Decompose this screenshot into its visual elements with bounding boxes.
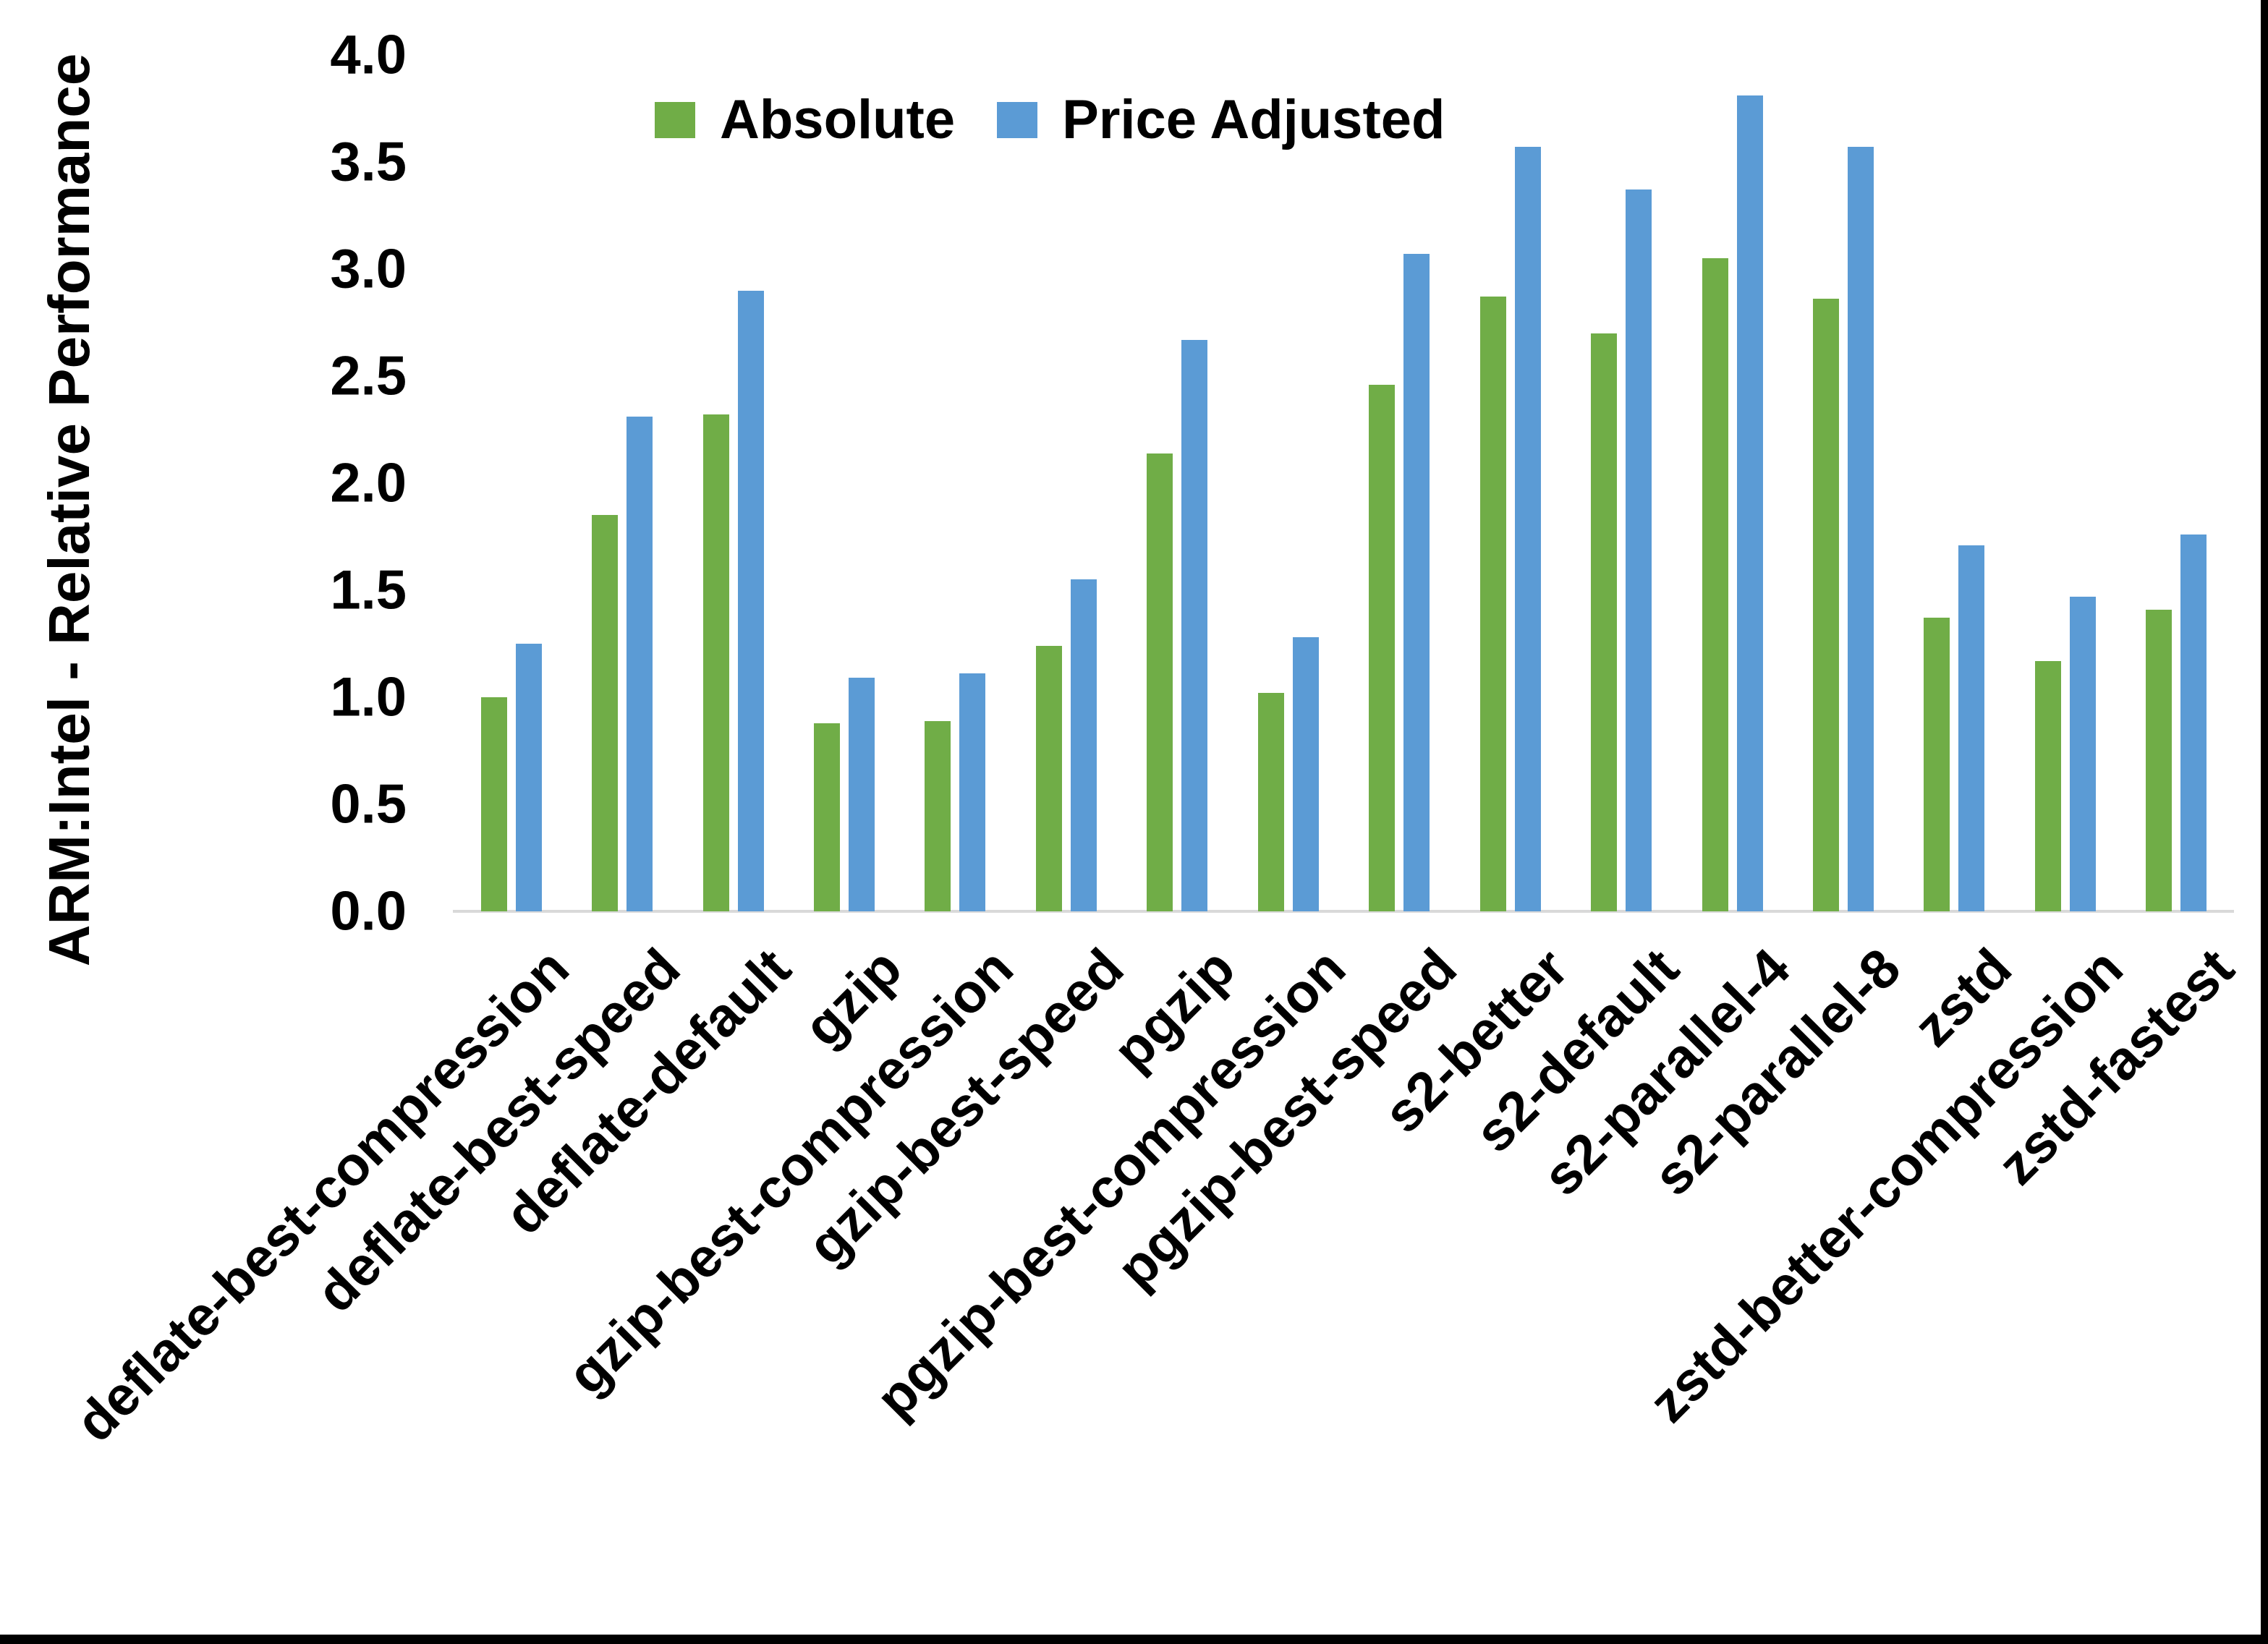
bar-price-adjusted-deflate-best-speed	[627, 417, 653, 911]
x-axis-line	[453, 910, 2234, 913]
y-tick-label-2.0: 2.0	[330, 452, 407, 514]
bar-absolute-deflate-best-speed	[592, 515, 619, 911]
bar-price-adjusted-zstd-fastest	[2180, 534, 2207, 911]
screen-edge-right	[2261, 0, 2268, 1644]
legend-swatch-price-adjusted-icon	[997, 101, 1038, 138]
y-tick-label-3.0: 3.0	[330, 238, 407, 300]
screen-edge-bottom	[0, 1635, 2268, 1644]
bar-absolute-pgzip	[1147, 453, 1173, 911]
bar-absolute-zstd-fastest	[2146, 610, 2173, 911]
legend: Absolute Price Adjusted	[655, 88, 1445, 151]
legend-swatch-absolute-icon	[655, 101, 695, 138]
legend-item-absolute: Absolute	[655, 88, 955, 151]
y-axis-title: ARM:Intel - Relative Performance	[37, 53, 101, 967]
bar-price-adjusted-gzip-best-compression	[959, 673, 986, 911]
bar-price-adjusted-pgzip-best-compression	[1292, 637, 1319, 911]
bar-absolute-gzip	[814, 723, 841, 911]
bar-price-adjusted-deflate-default	[737, 291, 764, 911]
bar-absolute-pgzip-best-speed	[1369, 385, 1396, 911]
bar-absolute-deflate-default	[702, 414, 729, 911]
bar-price-adjusted-zstd	[1958, 545, 1985, 911]
bar-absolute-zstd	[1924, 618, 1950, 911]
y-tick-label-1.5: 1.5	[330, 559, 407, 621]
bar-price-adjusted-deflate-best-compression	[515, 644, 542, 911]
bar-absolute-gzip-best-speed	[1035, 646, 1062, 911]
bar-absolute-s2-default	[1591, 333, 1618, 911]
y-tick-label-2.5: 2.5	[330, 345, 407, 407]
y-tick-label-0.0: 0.0	[330, 880, 407, 942]
bar-absolute-deflate-best-compression	[480, 697, 507, 911]
legend-label-price-adjusted: Price Adjusted	[1062, 89, 1445, 150]
bar-price-adjusted-pgzip-best-speed	[1403, 254, 1430, 911]
bar-absolute-s2-parallel-4	[1702, 258, 1728, 911]
bar-absolute-zstd-better-compression	[2034, 661, 2061, 911]
bar-price-adjusted-s2-default	[1626, 189, 1652, 911]
bar-price-adjusted-s2-parallel-8	[1847, 147, 1874, 911]
legend-label-absolute: Absolute	[720, 89, 956, 150]
bar-absolute-s2-better	[1479, 297, 1506, 911]
bar-absolute-gzip-best-compression	[925, 721, 951, 911]
bar-absolute-pgzip-best-compression	[1257, 693, 1284, 911]
bar-absolute-s2-parallel-8	[1812, 299, 1839, 911]
bar-price-adjusted-gzip-best-speed	[1070, 579, 1097, 911]
bar-price-adjusted-zstd-better-compression	[2069, 597, 2096, 911]
bar-price-adjusted-gzip	[849, 678, 875, 911]
y-tick-label-3.5: 3.5	[330, 131, 407, 193]
y-tick-label-0.5: 0.5	[330, 773, 407, 835]
legend-item-price-adjusted: Price Adjusted	[997, 88, 1445, 151]
y-tick-label-4.0: 4.0	[330, 24, 407, 86]
bar-price-adjusted-s2-parallel-4	[1736, 95, 1763, 911]
y-tick-label-1.0: 1.0	[330, 666, 407, 728]
bar-price-adjusted-s2-better	[1514, 147, 1541, 911]
bar-price-adjusted-pgzip	[1181, 340, 1208, 911]
